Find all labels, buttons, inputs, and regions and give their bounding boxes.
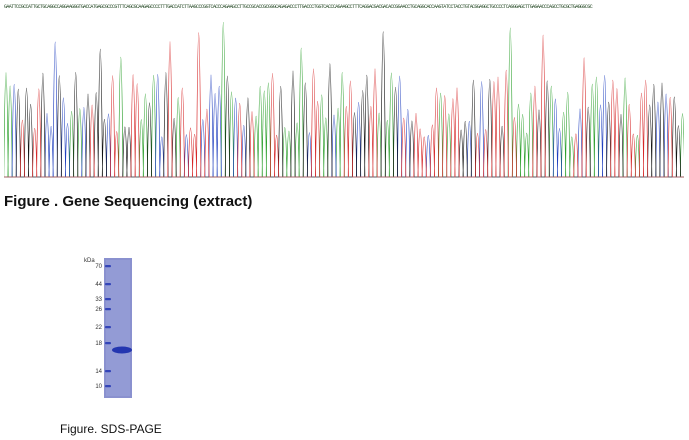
sequence-text-strip: GAATTCCGCCATTGCTGCAGGCCAGGAAGGGTGACCATGA…: [4, 4, 593, 10]
gene-sequencing-caption: Figure . Gene Sequencing (extract): [4, 193, 253, 210]
sds-page-gel-image: kDa 70 44 33 26 22 18 14 10: [84, 258, 132, 398]
marker-label-22: 22: [95, 325, 102, 331]
trace-g: [4, 31, 684, 178]
sequencing-chromatogram: [4, 22, 684, 178]
marker-band-44: [105, 283, 111, 286]
marker-band-33: [105, 298, 111, 301]
marker-band-26: [105, 308, 111, 311]
marker-band-22: [105, 326, 111, 329]
marker-band-10: [105, 385, 111, 388]
kda-unit-label: kDa: [84, 258, 95, 264]
marker-band-14: [105, 370, 111, 373]
marker-label-18: 18: [95, 341, 102, 347]
marker-label-70: 70: [95, 264, 102, 270]
marker-ladder: 70 44 33 26 22 18 14 10: [95, 264, 111, 390]
marker-label-44: 44: [95, 282, 102, 288]
marker-band-70: [105, 265, 111, 268]
marker-label-33: 33: [95, 297, 102, 303]
protein-band: [112, 346, 132, 354]
marker-label-14: 14: [95, 369, 102, 375]
marker-label-26: 26: [95, 307, 102, 313]
marker-band-18: [105, 342, 111, 345]
sds-page-caption: Figure. SDS-PAGE: [60, 422, 162, 436]
marker-label-10: 10: [95, 384, 102, 390]
